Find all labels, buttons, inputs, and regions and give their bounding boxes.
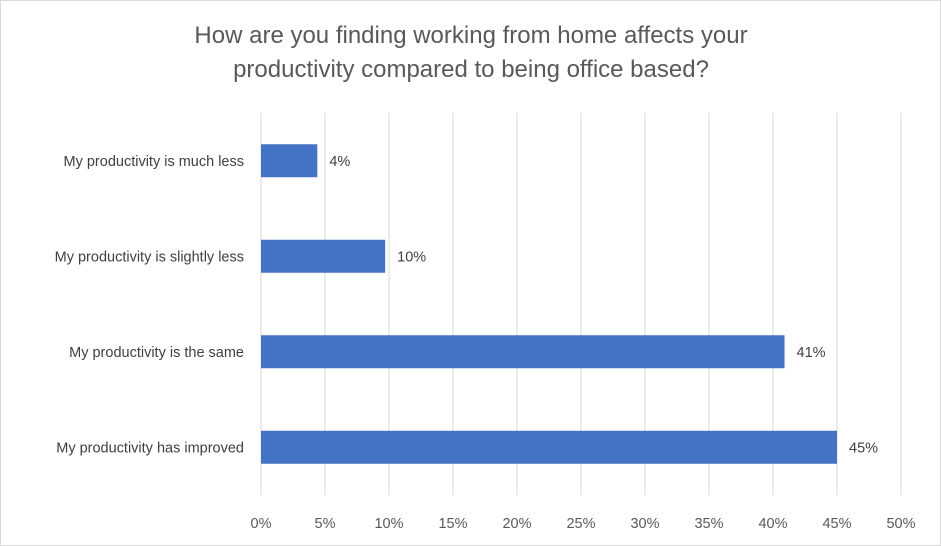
data-label: 10%: [397, 249, 426, 265]
data-label: 41%: [797, 345, 826, 361]
x-tick-label: 25%: [566, 516, 595, 532]
x-tick-label: 5%: [315, 516, 336, 532]
bar: [261, 430, 837, 464]
x-tick-label: 35%: [694, 516, 723, 532]
bar: [261, 144, 318, 178]
bars: [261, 144, 837, 464]
category-label: My productivity is the same: [69, 345, 244, 361]
category-label: My productivity is slightly less: [55, 249, 244, 265]
x-tick-label: 30%: [630, 516, 659, 532]
x-tick-label: 40%: [758, 516, 787, 532]
x-tick-label: 10%: [374, 516, 403, 532]
category-labels: My productivity is much less My productiv…: [55, 154, 244, 457]
category-label: My productivity has improved: [56, 440, 244, 456]
data-labels: 4% 10% 41% 45%: [329, 154, 878, 457]
x-axis-tick-labels: 0% 5% 10% 15% 20% 25% 30% 35% 40% 45% 50%: [251, 516, 916, 532]
chart-title: How are you finding working from home af…: [194, 22, 747, 83]
x-tick-label: 45%: [822, 516, 851, 532]
x-tick-label: 20%: [502, 516, 531, 532]
x-tick-label: 0%: [251, 516, 272, 532]
bar: [261, 239, 386, 273]
data-label: 45%: [849, 440, 878, 456]
category-label: My productivity is much less: [64, 154, 245, 170]
bar: [261, 335, 785, 369]
x-tick-label: 15%: [438, 516, 467, 532]
data-label: 4%: [329, 154, 350, 170]
chart-title-line-1: How are you finding working from home af…: [194, 22, 747, 49]
chart-title-line-2: productivity compared to being office ba…: [233, 56, 709, 83]
x-tick-label: 50%: [886, 516, 915, 532]
